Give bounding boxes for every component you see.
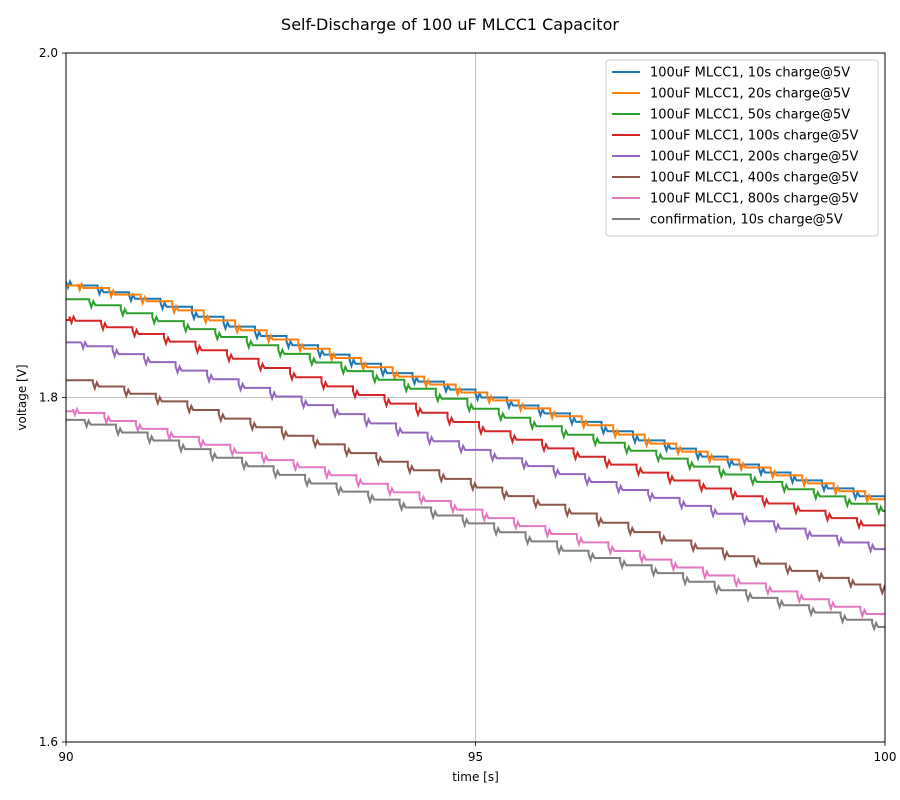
chart-title: Self-Discharge of 100 uF MLCC1 Capacitor [281,15,619,34]
legend-label: 100uF MLCC1, 20s charge@5V [650,87,850,102]
series-6 [66,379,885,597]
series-3 [66,298,885,517]
series-2 [66,281,885,505]
series-5 [66,339,885,555]
x-tick-label: 100 [874,750,897,764]
legend-label: confirmation, 10s charge@5V [650,213,843,228]
legend-label: 100uF MLCC1, 10s charge@5V [650,66,850,81]
ticks: 90 95 100 1.6 1.8 2.0 [39,46,897,764]
series-line [66,339,885,555]
x-tick-label: 95 [468,750,483,764]
legend-label: 100uF MLCC1, 400s charge@5V [650,171,859,186]
series-1 [66,278,885,502]
legend-label: 100uF MLCC1, 50s charge@5V [650,108,850,123]
series-layer [66,278,885,633]
series-line [66,417,885,633]
series-line [66,281,885,505]
y-tick-label: 1.6 [39,735,58,749]
series-line [66,314,885,531]
legend: 100uF MLCC1, 10s charge@5V 100uF MLCC1, 2… [605,59,879,237]
legend-label: 100uF MLCC1, 200s charge@5V [650,150,859,165]
x-axis-label: time [s] [452,770,499,784]
grid [66,53,885,742]
legend-label: 100uF MLCC1, 100s charge@5V [650,129,859,144]
y-tick-label: 1.8 [39,391,58,405]
series-line [66,379,885,597]
series-line [66,298,885,517]
x-tick-label: 90 [58,750,73,764]
y-tick-label: 2.0 [39,46,58,60]
series-4 [66,314,885,531]
series-line [66,406,885,620]
series-8 [66,417,885,633]
legend-box [605,59,879,237]
legend-label: 100uF MLCC1, 800s charge@5V [650,192,859,207]
series-line [66,278,885,502]
series-7 [66,406,885,620]
y-axis-label: voltage [V] [15,364,29,430]
